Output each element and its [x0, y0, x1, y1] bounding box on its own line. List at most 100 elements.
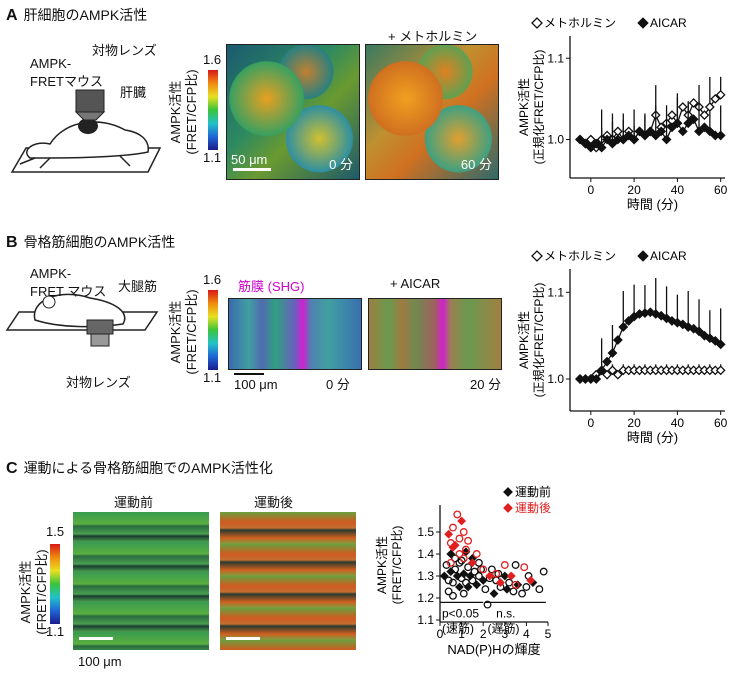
scatter-point-pre [449, 578, 457, 587]
data-point-aicar [699, 122, 710, 133]
y-tick-label: 1.3 [417, 569, 434, 583]
scatter-point-post [511, 580, 520, 589]
x-axis-label: 時間 (分) [627, 197, 678, 212]
legend-post-label: 運動後 [515, 501, 551, 515]
scatter-point-post [500, 561, 509, 569]
data-point-aicar [618, 322, 629, 332]
exercise-scale-bar-2 [226, 637, 260, 640]
scatter-point-pre [500, 571, 510, 581]
scatter-point-pre [464, 563, 473, 572]
exercise-colorbar [50, 544, 60, 624]
data-point-aicar [656, 126, 667, 137]
muscle-label: 大腿筋 [118, 279, 158, 294]
x-tick-label: 60 [714, 416, 728, 430]
pre-exercise-image [73, 512, 209, 650]
scatter-point-pre [468, 576, 477, 585]
data-point-aicar [623, 316, 634, 326]
data-point-aicar [683, 118, 694, 129]
data-point-aicar [618, 134, 629, 145]
x-tick-label: 60 [714, 183, 728, 197]
muscle-colorbar [208, 290, 218, 370]
x-tick-label: 2 [480, 627, 487, 641]
muscle-mouse-illustration [5, 293, 159, 347]
scatter-point-post [453, 510, 462, 519]
scatter-point-pre [459, 569, 469, 579]
muscle-mouse-label: AMPK- FRET マウス [30, 266, 107, 299]
y-axis-label-2: (正規化FRET/CFP比) [531, 50, 546, 165]
data-point-aicar [607, 138, 618, 149]
data-point-metformin [612, 369, 623, 380]
data-point-aicar [580, 138, 591, 149]
scatter-point-pre [511, 561, 520, 569]
x-tick-label: 4 [523, 627, 530, 641]
data-point-aicar [596, 365, 607, 376]
liver-after-time: 60 分 [460, 157, 492, 172]
scatter-point-pre [502, 584, 512, 594]
data-point-metformin [677, 102, 688, 112]
muscle-colorbar-max: 1.6 [203, 272, 222, 287]
data-point-metformin [607, 365, 618, 376]
x-tick-label: 0 [587, 416, 594, 430]
data-point-aicar [650, 130, 661, 141]
legend-post-marker [503, 503, 513, 513]
scatter-point-pre [481, 585, 490, 594]
y-tick-label: 1.1 [547, 51, 564, 65]
liver-mouse-illustration [10, 89, 162, 173]
scatter-point-pre [539, 567, 548, 576]
annotation-ns: n.s. [496, 606, 515, 620]
data-point-aicar [591, 374, 602, 384]
exercise-colorbar-min: 1.1 [46, 624, 65, 639]
scatter-point-post [479, 565, 488, 574]
data-point-metformin [667, 110, 677, 121]
pre-exercise-header: 運動前 [114, 495, 154, 510]
muscle-colorbar-min: 1.1 [203, 370, 222, 385]
data-point-aicar [607, 348, 618, 358]
chart-muscle-ampk: メトホルミン AICAR 1.0 1.1 0 20 40 60 時間 (分) AMPK活性 (正規化… [517, 249, 728, 445]
data-point-metformin [710, 93, 721, 104]
muscle-scale-label: 100 μm [234, 377, 278, 392]
y-axis-label: AMPK活性 [517, 311, 531, 369]
x-tick-label: 3 [501, 627, 508, 641]
muscle-colorbar-label: AMPK活性 (FRET/CFP比) [168, 289, 199, 375]
muscle-after-time: 20 分 [470, 377, 502, 392]
data-point-aicar [645, 126, 656, 137]
legend-pre-marker [503, 487, 513, 497]
scatter-point-pre [513, 580, 523, 590]
data-point-aicar [677, 126, 688, 137]
data-point-metformin [612, 126, 623, 137]
scatter-point-pre [449, 591, 457, 600]
liver-colorbar-label: AMPK活性 (FRET/CFP比) [168, 69, 199, 155]
x-tick-label: 1 [458, 627, 465, 641]
scatter-point-post [449, 523, 457, 532]
data-point-aicar [596, 142, 607, 153]
scatter-point-post [448, 542, 458, 552]
scatter-point-pre [444, 576, 453, 585]
scatter-point-post [496, 578, 505, 588]
x-tick-label: 0 [587, 183, 594, 197]
scatter-point-pre [505, 578, 514, 587]
scatter-point-pre [472, 580, 482, 590]
y-tick-label: 1.1 [547, 285, 564, 299]
muscle-before-time: 0 分 [326, 377, 350, 392]
legend-metformin-marker [531, 17, 543, 29]
liver-scale-bar [233, 168, 271, 171]
y-axis-label: AMPK活性 [517, 78, 531, 136]
y-tick-label: 1.4 [417, 547, 434, 561]
scatter-point-pre [518, 589, 527, 598]
data-point-aicar [623, 130, 634, 141]
scatter-point-post [472, 550, 481, 558]
panel-a-title: A 肝細胞のAMPK活性 [6, 7, 148, 24]
data-point-metformin [699, 110, 710, 121]
y-tick-label: 1.0 [547, 372, 564, 386]
scatter-point-pre [487, 565, 496, 574]
panel-b-title: B 骨格筋細胞のAMPK活性 [6, 234, 176, 251]
legend-aicar-marker [637, 17, 649, 29]
scatter-point-pre [489, 589, 499, 599]
legend-pre-label: 運動前 [515, 484, 551, 499]
x-tick-label: 40 [671, 416, 685, 430]
scatter-point-pre [442, 561, 451, 569]
data-point-aicar [634, 126, 645, 137]
y-axis-label-2: (FRET/CFP比) [390, 526, 404, 605]
data-point-aicar [715, 130, 726, 141]
liver-image-after: 60 分 [365, 44, 499, 180]
